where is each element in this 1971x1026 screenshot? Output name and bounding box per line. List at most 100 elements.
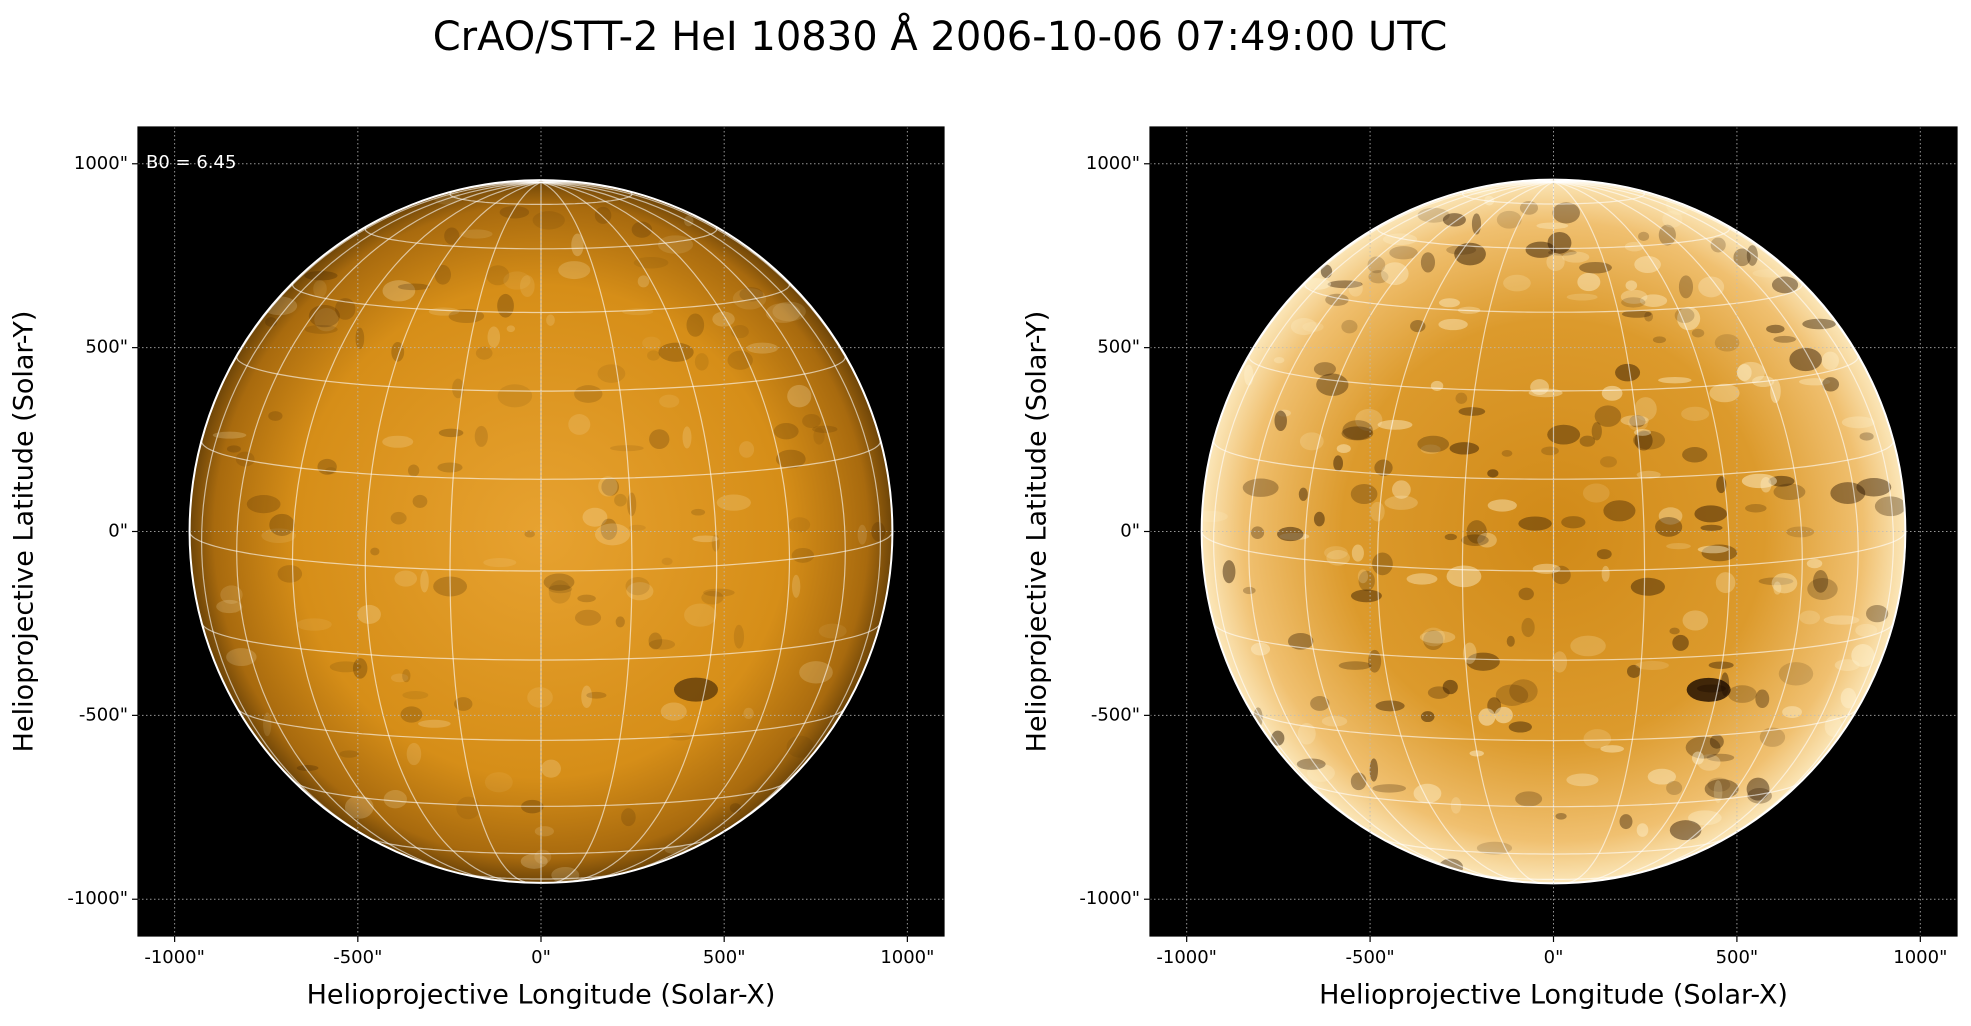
disk-feature [335,298,356,320]
disk-feature [277,565,303,583]
disk-feature [1508,721,1532,733]
disk-feature [1298,487,1308,501]
disk-feature [1442,213,1466,227]
disk-feature [1341,319,1358,334]
disk-feature [534,826,554,837]
disk-feature [503,271,531,290]
disk-feature [1525,241,1556,258]
disk-feature [626,582,654,601]
disk-feature [658,342,694,362]
heliographic-grid [540,181,791,881]
disk-feature [1601,385,1623,401]
disk-feature [1629,415,1646,428]
disk-feature [1768,475,1795,487]
disk-feature [1372,552,1393,576]
disk-feature [594,206,612,224]
disk-feature [1277,409,1291,417]
disk-feature [499,205,530,219]
disk-feature [1442,679,1458,695]
disk-feature [1672,634,1689,651]
disk-feature [212,431,247,439]
disk-feature [1532,563,1561,574]
y-tick-label: 0" [108,521,128,542]
disk-feature [454,697,473,711]
disk-feature [732,288,767,310]
disk-feature [582,507,608,527]
disk-feature [1830,482,1866,504]
disk-feature [716,494,751,511]
disk-feature [813,427,825,445]
disk-feature [1640,294,1668,308]
disk-feature [1242,586,1256,595]
y-tick-label: -500" [79,704,128,725]
heliographic-grid [1553,181,1895,856]
disk-feature [1406,573,1438,585]
disk-feature [382,280,416,302]
disk-feature [1786,526,1815,538]
disk-feature [1636,470,1661,479]
disk-feature [1521,617,1535,638]
disk-feature [1638,231,1650,241]
disk-feature [474,425,488,447]
disk-feature [1552,651,1568,673]
disk-feature [1413,783,1442,804]
disk-feature [812,425,838,433]
disk-feature [733,624,745,649]
disk-feature [1370,501,1385,522]
disk-feature [1351,544,1364,562]
disk-feature [1789,347,1822,372]
disk-feature [1555,812,1567,820]
heliographic-grid [291,181,542,881]
disk-feature [506,325,516,333]
disk-feature [1709,734,1724,749]
x-tick-label: 0" [1544,947,1564,968]
disk-feature [1834,659,1860,671]
disk-feature [1745,504,1767,513]
disk-feature [1503,274,1531,292]
disk-feature [787,384,812,408]
disk-feature [1771,572,1798,594]
disk-feature [1547,424,1581,445]
x-axis-label: Helioprojective Longitude (Solar-X) [307,980,776,1011]
disk-feature [1773,483,1806,501]
disk-feature [532,211,565,230]
heliographic-grid [1381,837,1726,855]
disk-feature [412,494,428,508]
x-tick-label: -1000" [1156,947,1217,968]
disk-feature [1755,689,1770,709]
disk-feature [344,795,374,819]
disk-feature [1410,319,1426,333]
disk-feature [600,518,618,540]
disk-feature [786,735,814,758]
disk-feature [1701,544,1738,562]
disk-feature [648,639,676,650]
disk-feature [597,364,626,383]
disk-feature [1250,642,1271,656]
disk-feature [631,221,653,238]
heliographic-grid [1461,181,1554,884]
disk-feature [1697,545,1729,554]
disk-feature [1579,261,1612,274]
disk-feature [1706,753,1735,762]
disk-feature [1561,516,1586,529]
disk-feature [694,353,709,371]
disk-feature [615,616,625,628]
disk-feature [1778,662,1814,686]
disk-feature [1222,560,1236,584]
disk-feature [1700,524,1723,531]
heliographic-grid [1304,181,1554,882]
disk-feature [614,493,627,507]
y-tick-label: 500" [85,337,128,358]
disk-feature [621,808,636,827]
disk-feature [727,350,753,370]
disk-feature [581,685,593,709]
disk-feature [1242,478,1279,497]
active-region [673,677,718,702]
disk-feature [1446,565,1482,588]
disk-feature [304,324,338,334]
disk-feature [1807,578,1838,601]
disk-feature [692,535,719,543]
disk-feature [586,691,607,699]
heliographic-grid [540,181,633,883]
disk-feature [355,327,365,350]
